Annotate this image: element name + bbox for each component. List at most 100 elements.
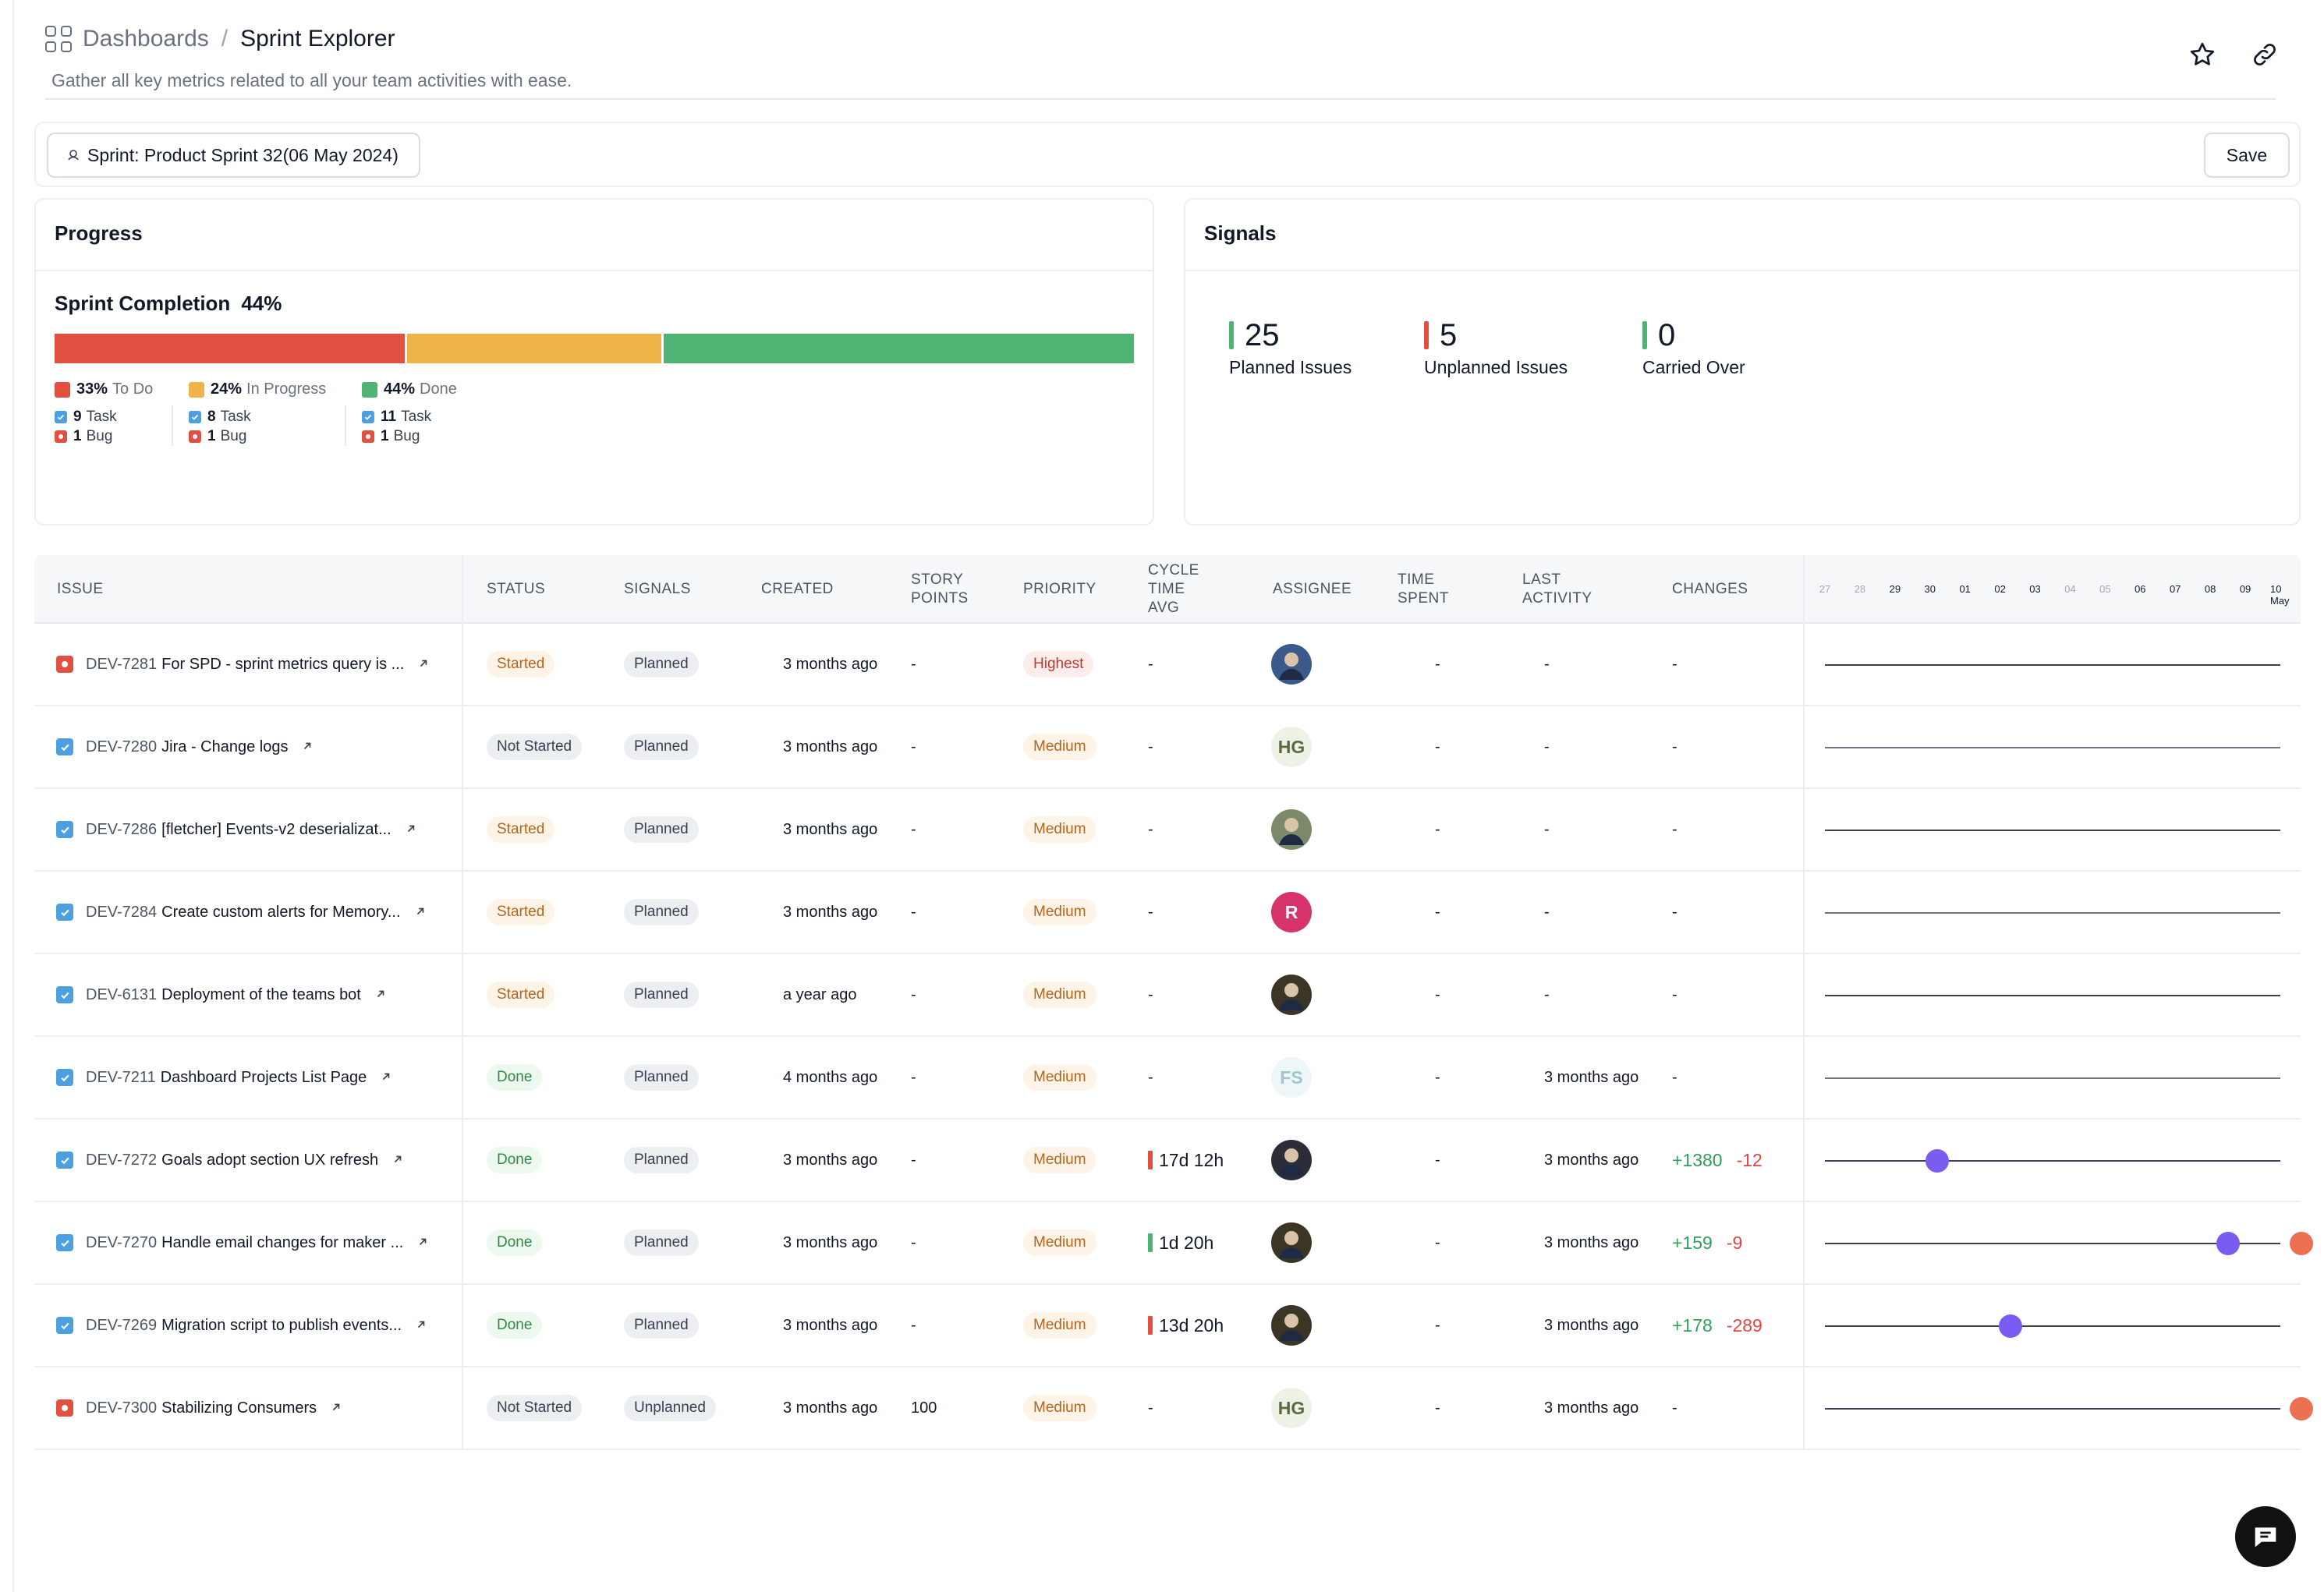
priority-cell: Medium [1023, 1285, 1096, 1366]
card-divider [36, 270, 1153, 271]
story-points-value: - [911, 1068, 916, 1086]
column-header-cycle-time[interactable]: CYCLE TIME AVG [1148, 562, 1199, 616]
external-link-icon[interactable] [417, 1235, 428, 1251]
issue-key-link[interactable]: DEV-7270 [86, 1233, 158, 1251]
activity-timeline [1825, 664, 2280, 666]
avatar[interactable] [1271, 1305, 1312, 1346]
timeline-event-dot[interactable] [2216, 1232, 2240, 1255]
avatar[interactable]: HG [1271, 727, 1312, 767]
cycle-time-value: 17d 12h [1159, 1149, 1224, 1170]
column-header-changes[interactable]: CHANGES [1672, 581, 1748, 597]
avatar[interactable] [1271, 975, 1312, 1015]
column-header-last-activity[interactable]: LAST ACTIVITY [1522, 571, 1592, 607]
status-cell: Started [487, 954, 555, 1035]
signals-card: Signals 25 Planned Issues 5 Unplanned Issue… [1184, 198, 2301, 525]
table-row[interactable]: DEV-7281 For SPD - sprint metrics query i… [34, 624, 2301, 706]
task-type-icon [56, 904, 73, 921]
bug-type-icon [56, 1399, 73, 1417]
last-activity-value: - [1544, 903, 1550, 921]
external-link-icon[interactable] [416, 1318, 427, 1334]
column-header-created[interactable]: CREATED [761, 581, 834, 597]
priority-cell: Medium [1023, 1120, 1096, 1201]
issue-key-link[interactable]: DEV-7269 [86, 1316, 158, 1334]
column-header-issue[interactable]: ISSUE [57, 581, 104, 597]
signal-label: Planned Issues [1229, 357, 1352, 377]
issue-cell: DEV-7281 For SPD - sprint metrics query i… [56, 624, 429, 705]
breadcrumb-dashboards-link[interactable]: Dashboards [83, 26, 209, 51]
column-header-assignee[interactable]: ASSIGNEE [1273, 581, 1352, 597]
last-activity-cell: - [1544, 706, 1550, 787]
signal-cell: Planned [624, 1037, 699, 1118]
issue-title: Handle email changes for maker ... [161, 1233, 404, 1251]
assignee-cell [1271, 1285, 1312, 1366]
task-count: 11 Task [362, 407, 431, 426]
table-row[interactable]: DEV-7286 [fletcher] Events-v2 deserializa… [34, 789, 2301, 872]
external-link-icon[interactable] [415, 904, 426, 921]
avatar[interactable] [1271, 644, 1312, 685]
timeline-event-dot[interactable] [1925, 1149, 1949, 1173]
column-header-priority[interactable]: PRIORITY [1023, 581, 1096, 597]
timeline-event-dot[interactable] [2289, 1397, 2313, 1420]
column-header-story-points[interactable]: STORY POINTS [911, 571, 969, 607]
breadcrumb-separator: / [221, 26, 229, 51]
lines-added: +1380 [1672, 1149, 1723, 1170]
created-value: 3 months ago [783, 903, 878, 921]
story-points-cell: - [911, 1285, 916, 1366]
issue-key-link[interactable]: DEV-7284 [86, 903, 158, 921]
chat-support-button[interactable] [2235, 1506, 2296, 1567]
column-header-status[interactable]: STATUS [487, 581, 546, 597]
avatar[interactable]: FS [1271, 1057, 1312, 1098]
table-row[interactable]: DEV-7280 Jira - Change logs Not Started Pla… [34, 706, 2301, 789]
copy-link-button[interactable] [2243, 33, 2287, 76]
created-value: 3 months ago [783, 820, 878, 838]
task-checkbox-icon [362, 410, 374, 423]
external-link-icon[interactable] [381, 1070, 391, 1086]
external-link-icon[interactable] [302, 739, 313, 755]
column-header-signals[interactable]: SIGNALS [624, 581, 691, 597]
column-header-time-spent[interactable]: TIME SPENT [1398, 571, 1449, 607]
issue-key-link[interactable]: DEV-7281 [86, 655, 158, 673]
user-photo-icon [1279, 1148, 1304, 1176]
signal-cell: Planned [624, 1202, 699, 1283]
table-row[interactable]: DEV-7211 Dashboard Projects List Page Done… [34, 1037, 2301, 1120]
table-row[interactable]: DEV-7284 Create custom alerts for Memory.… [34, 872, 2301, 954]
chat-bubble-icon [2255, 1527, 2276, 1548]
table-row[interactable]: DEV-6131 Deployment of the teams bot Start… [34, 954, 2301, 1037]
favorite-button[interactable] [2181, 33, 2224, 76]
save-button[interactable]: Save [2204, 133, 2290, 178]
story-points-value: - [911, 655, 916, 673]
sprint-icon [68, 150, 79, 161]
avatar[interactable] [1271, 809, 1312, 850]
table-row[interactable]: DEV-7270 Handle email changes for maker .… [34, 1202, 2313, 1285]
last-activity-cell: 3 months ago [1544, 1202, 1638, 1283]
issue-key-link[interactable]: DEV-6131 [86, 985, 158, 1003]
external-link-icon[interactable] [375, 987, 386, 1003]
signal-value-row: 0 [1642, 315, 1745, 356]
sprint-filter-chip[interactable]: Sprint: Product Sprint 32(06 May 2024) [47, 133, 420, 178]
external-link-icon[interactable] [406, 822, 416, 838]
issue-title: Jira - Change logs [161, 738, 289, 755]
timeline-event-dot[interactable] [1999, 1314, 2023, 1338]
changes-value: - [1672, 820, 1677, 838]
issue-key-link[interactable]: DEV-7272 [86, 1151, 158, 1169]
last-activity-cell: - [1544, 954, 1550, 1035]
avatar[interactable]: HG [1271, 1388, 1312, 1428]
issue-key-link[interactable]: DEV-7286 [86, 820, 158, 838]
table-row[interactable]: DEV-7269 Migration script to publish even… [34, 1285, 2301, 1367]
issue-key-link[interactable]: DEV-7300 [86, 1399, 158, 1417]
external-link-icon[interactable] [418, 656, 429, 673]
avatar[interactable]: R [1271, 892, 1312, 932]
issue-key-link[interactable]: DEV-7280 [86, 738, 158, 755]
legend-swatch [189, 381, 204, 398]
cycle-time-cell: - [1148, 706, 1153, 787]
avatar[interactable] [1271, 1140, 1312, 1180]
issue-key-link[interactable]: DEV-7211 [86, 1068, 156, 1086]
table-row[interactable]: DEV-7272 Goals adopt section UX refresh Do… [34, 1120, 2301, 1202]
external-link-icon[interactable] [331, 1400, 342, 1417]
issue-cell: DEV-7272 Goals adopt section UX refresh [56, 1120, 403, 1201]
external-link-icon[interactable] [392, 1152, 403, 1169]
dashboard-grid-icon [45, 26, 72, 52]
avatar[interactable] [1271, 1222, 1312, 1263]
timeline-event-dot[interactable] [2289, 1232, 2313, 1255]
table-row[interactable]: DEV-7300 Stabilizing Consumers Not Started… [34, 1367, 2313, 1450]
